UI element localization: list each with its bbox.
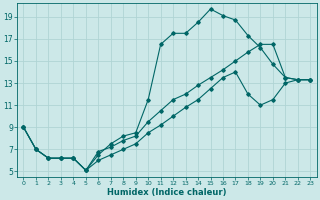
X-axis label: Humidex (Indice chaleur): Humidex (Indice chaleur) xyxy=(107,188,227,197)
